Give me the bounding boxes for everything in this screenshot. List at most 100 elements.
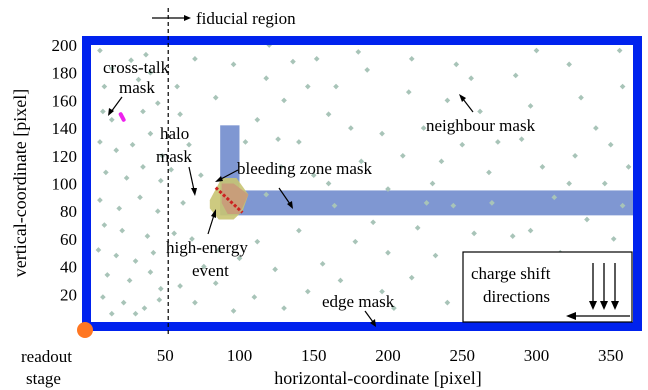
neighbour-point <box>313 56 320 62</box>
neighbour-point <box>230 308 237 314</box>
neighbour-point <box>348 125 354 131</box>
crosstalk-arrow <box>110 96 123 113</box>
y-tick-label: 80 <box>60 202 77 221</box>
neighbour-point <box>104 272 111 278</box>
neighbour-point <box>450 202 457 209</box>
event-arrow <box>207 214 215 235</box>
neighbour-point <box>572 152 578 159</box>
y-tick-label: 120 <box>52 147 78 166</box>
neighbour-point <box>459 141 466 148</box>
neighbour-point <box>304 288 311 295</box>
neighbour-point <box>147 130 154 137</box>
halo-arrow <box>188 166 195 191</box>
x-axis-label: horizontal-coordinate [pixel] <box>274 368 481 388</box>
neighbour-point <box>527 227 534 234</box>
bleeding-core <box>221 183 249 214</box>
neighbour-point <box>126 277 133 284</box>
halo-label-line2: mask <box>156 147 192 166</box>
neighbour-point <box>100 294 106 300</box>
neighbour-point <box>97 139 103 145</box>
neighbour-arrowhead <box>459 94 466 102</box>
neighbour-point <box>405 89 412 95</box>
y-tick-label: 100 <box>52 175 78 194</box>
neighbour-point <box>192 56 198 62</box>
neighbour-points <box>95 42 632 317</box>
neighbour-point <box>610 236 617 242</box>
x-tick-label: 300 <box>524 346 550 365</box>
edge-mask-border <box>82 36 642 331</box>
neighbour-point <box>358 158 365 165</box>
neighbour-point <box>551 194 558 201</box>
neighbour-point <box>108 116 115 123</box>
neighbour-point <box>154 100 161 106</box>
neighbour-point <box>263 75 270 82</box>
neighbour-point <box>391 305 397 311</box>
fiducial-arrowhead <box>184 15 191 21</box>
neighbour-point <box>132 258 139 264</box>
neighbour-point <box>113 147 120 154</box>
neighbour-point <box>453 61 460 68</box>
neighbour-point <box>385 249 391 256</box>
neighbour-point <box>566 61 572 68</box>
charge-shift-down-arrows <box>592 263 616 304</box>
neighbour-point <box>509 233 516 239</box>
neighbour-point <box>230 61 237 68</box>
neighbour-point <box>254 238 261 245</box>
neighbour-point <box>296 227 302 234</box>
neighbour-point <box>174 83 180 90</box>
bleeding-label: bleeding zone mask <box>237 159 373 178</box>
bleeding-arrowhead-2 <box>287 201 293 209</box>
neighbour-point <box>186 141 192 148</box>
neighbour-point <box>337 277 344 284</box>
neighbour-point <box>281 97 287 104</box>
neighbour-point <box>408 56 415 62</box>
crosstalk-label-line1: cross-talk <box>103 58 170 77</box>
neighbour-point <box>331 202 338 209</box>
neighbour-point <box>578 94 584 101</box>
mask-layer <box>118 112 634 220</box>
high-energy-event <box>214 186 244 214</box>
x-tick-label: 250 <box>449 346 475 365</box>
neighbour-point <box>319 261 326 267</box>
neighbour-point <box>539 164 546 170</box>
neighbour-point <box>177 111 183 118</box>
neighbour-point <box>168 166 175 173</box>
neighbour-point <box>147 269 154 275</box>
neighbour-point <box>370 219 376 226</box>
neighbour-point <box>468 75 474 82</box>
neighbour-point <box>198 172 204 179</box>
neighbour-point <box>192 299 198 306</box>
neighbour-point <box>120 299 127 306</box>
neighbour-point <box>486 169 492 176</box>
neighbour-point <box>432 252 439 259</box>
neighbour-point <box>144 233 151 239</box>
neighbour-point <box>180 200 186 206</box>
x-tick-label: 350 <box>598 346 624 365</box>
neighbour-point <box>143 51 149 58</box>
crosstalk-mask <box>118 112 126 122</box>
neighbour-point <box>489 200 495 206</box>
neighbour-label: neighbour mask <box>426 116 536 135</box>
neighbour-point <box>135 76 142 83</box>
x-tick-label: 50 <box>157 346 174 365</box>
neighbour-point <box>132 310 139 317</box>
neighbour-point <box>116 205 123 212</box>
neighbour-point <box>215 247 222 253</box>
neighbour-point <box>157 285 164 292</box>
neighbour-point <box>251 294 258 300</box>
neighbour-point <box>242 139 249 145</box>
neighbour-point <box>352 238 359 245</box>
edge-arrowhead <box>370 319 376 327</box>
neighbour-point <box>263 191 270 198</box>
y-tick-label: 60 <box>60 230 77 249</box>
crosstalk-arrowhead <box>108 108 114 116</box>
neighbour-point <box>616 47 623 54</box>
neighbour-point <box>159 152 166 159</box>
bleeding-arrow <box>220 169 239 180</box>
x-tick-label: 100 <box>227 346 253 365</box>
neighbour-point <box>420 125 427 131</box>
neighbour-point <box>625 164 632 170</box>
neighbour-point <box>584 216 590 223</box>
neighbour-point <box>147 69 154 76</box>
neighbour-point <box>495 139 501 145</box>
